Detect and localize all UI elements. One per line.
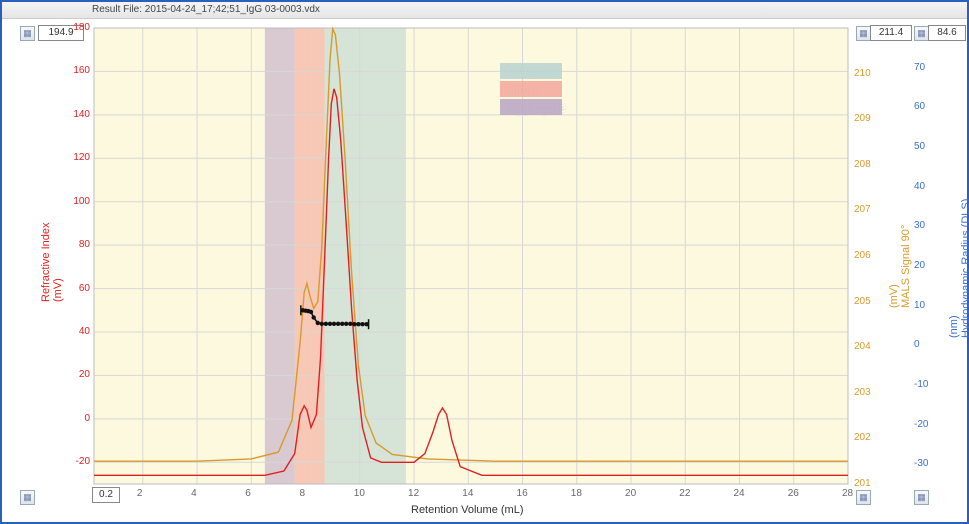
legend-item: Aggregate	[500, 98, 566, 116]
legend-item: Dimer	[500, 80, 566, 98]
legend: Monomer Dimer Aggregate	[500, 62, 566, 116]
plot-svg	[2, 2, 967, 522]
chart-frame: Result File: 2015-04-24_17;42;51_IgG 03-…	[0, 0, 969, 524]
legend-item: Monomer	[500, 62, 566, 80]
